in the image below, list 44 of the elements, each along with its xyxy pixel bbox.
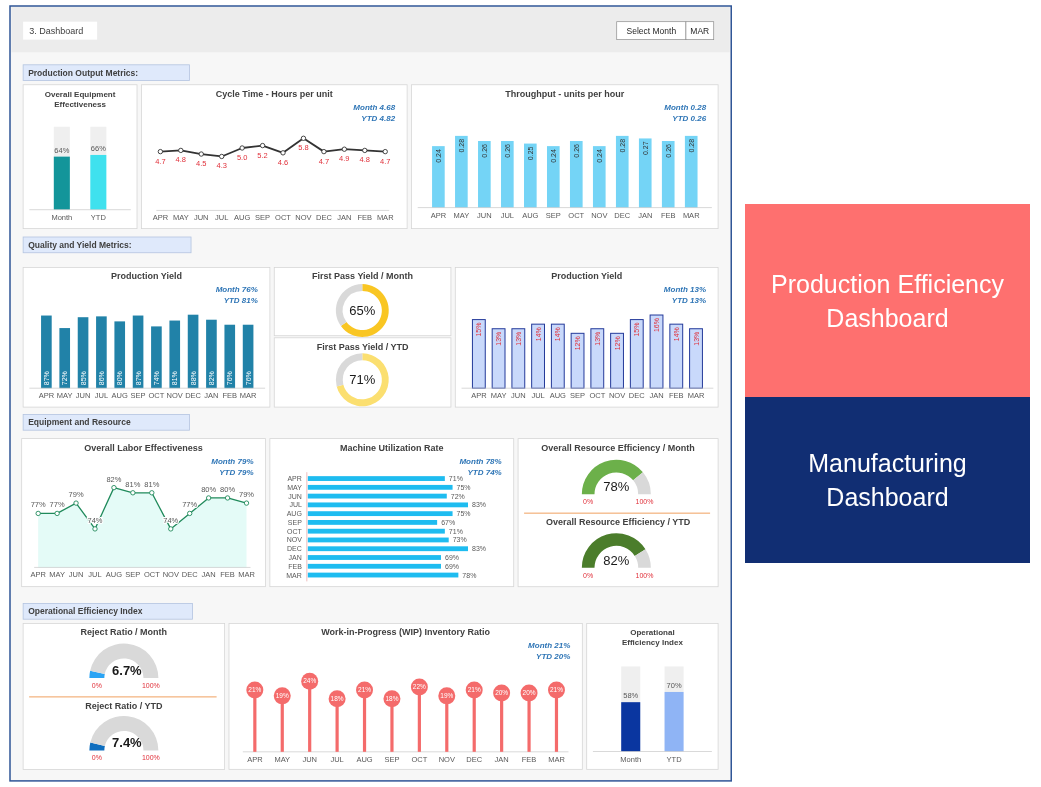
text: Month 13% (663, 285, 707, 295)
text: YTD 13% (671, 296, 707, 306)
text: 3. Dashboard (29, 25, 84, 36)
data-label: 65% (349, 303, 376, 318)
text: YTD 81% (223, 296, 258, 306)
data-label: 71% (349, 372, 376, 388)
text: 78% (603, 479, 630, 495)
annotation: 7.4% (112, 735, 143, 751)
text: Production Output Metrics: (28, 67, 139, 78)
annotation: 6.7% (112, 663, 143, 678)
chart-title: Overall Resource Efficiency / Month (541, 442, 695, 453)
text: Month 78% (459, 456, 502, 466)
chart-title: Operational Efficiency Index (621, 628, 684, 648)
text: YTD 79% (219, 467, 254, 477)
text: Operational Efficiency Index (28, 606, 143, 617)
text: Production Efficiency Dashboard (771, 269, 1005, 332)
text: MAR (690, 25, 710, 36)
chart-title: Work-in-Progress (WIP) Inventory Ratio (321, 627, 491, 638)
chart-title: First Pass Yield / Month (312, 271, 414, 282)
chart-title: Reject Ratio / Month (80, 627, 168, 638)
text: Select Month (626, 25, 677, 36)
text: Quality and Yield Metrics: (28, 239, 132, 250)
text: YTD 20% (536, 652, 571, 662)
text: Month 79% (211, 456, 254, 466)
annotation: YTD 74% (467, 467, 502, 477)
chart-title: Overall Labor Effectiveness (84, 442, 203, 453)
chart-title: Overall Equipment Effectiveness (44, 89, 116, 109)
chart-title: Production Yield (111, 271, 183, 282)
text: Month 4.68 (353, 102, 396, 112)
chart-title: Machine Utilization Rate (340, 442, 444, 453)
chart-title: Cycle Time - Hours per unit (215, 88, 333, 99)
chart-title: First Pass Yield / YTD (316, 341, 410, 352)
chart-title: Reject Ratio / YTD (85, 700, 164, 711)
text: YTD 4.82 (361, 113, 396, 123)
text: Month 76% (215, 285, 258, 295)
text: Manufacturing Dashboard (808, 449, 967, 511)
text: YTD 0.26 (672, 113, 707, 123)
chart-title: Overall Resource Efficiency / YTD (545, 517, 691, 528)
text: Equipment and Resource (28, 417, 131, 428)
text: Month 0.28 (664, 102, 707, 112)
text: 82% (603, 552, 630, 568)
text: Month 21% (528, 641, 571, 651)
chart-title: Throughput - units per hour (505, 88, 625, 99)
chart-title: Production Yield (551, 271, 623, 282)
